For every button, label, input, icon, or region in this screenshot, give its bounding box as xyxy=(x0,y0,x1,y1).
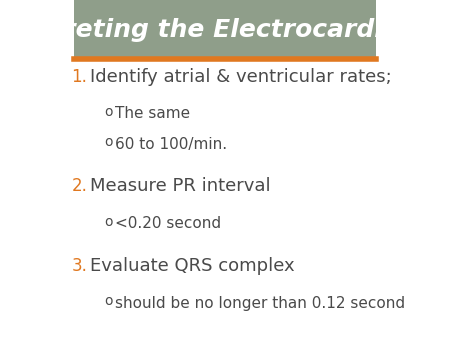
Text: o: o xyxy=(104,135,113,149)
FancyBboxPatch shape xyxy=(74,0,376,59)
Text: o: o xyxy=(104,105,113,119)
Text: 3.: 3. xyxy=(72,257,87,275)
Text: Evaluate QRS complex: Evaluate QRS complex xyxy=(90,257,295,275)
Text: Interpreting the Electrocardiogram: Interpreting the Electrocardiogram xyxy=(0,18,450,42)
Text: o: o xyxy=(104,215,113,228)
Text: Measure PR interval: Measure PR interval xyxy=(90,177,271,195)
Text: 2.: 2. xyxy=(72,177,87,195)
Text: should be no longer than 0.12 second: should be no longer than 0.12 second xyxy=(115,296,405,311)
Text: The same: The same xyxy=(115,106,189,121)
Text: <0.20 second: <0.20 second xyxy=(115,216,220,231)
Text: o: o xyxy=(104,294,113,308)
Text: 1.: 1. xyxy=(72,68,87,86)
Text: Identify atrial & ventricular rates;: Identify atrial & ventricular rates; xyxy=(90,68,392,86)
Text: 60 to 100/min.: 60 to 100/min. xyxy=(115,137,227,152)
